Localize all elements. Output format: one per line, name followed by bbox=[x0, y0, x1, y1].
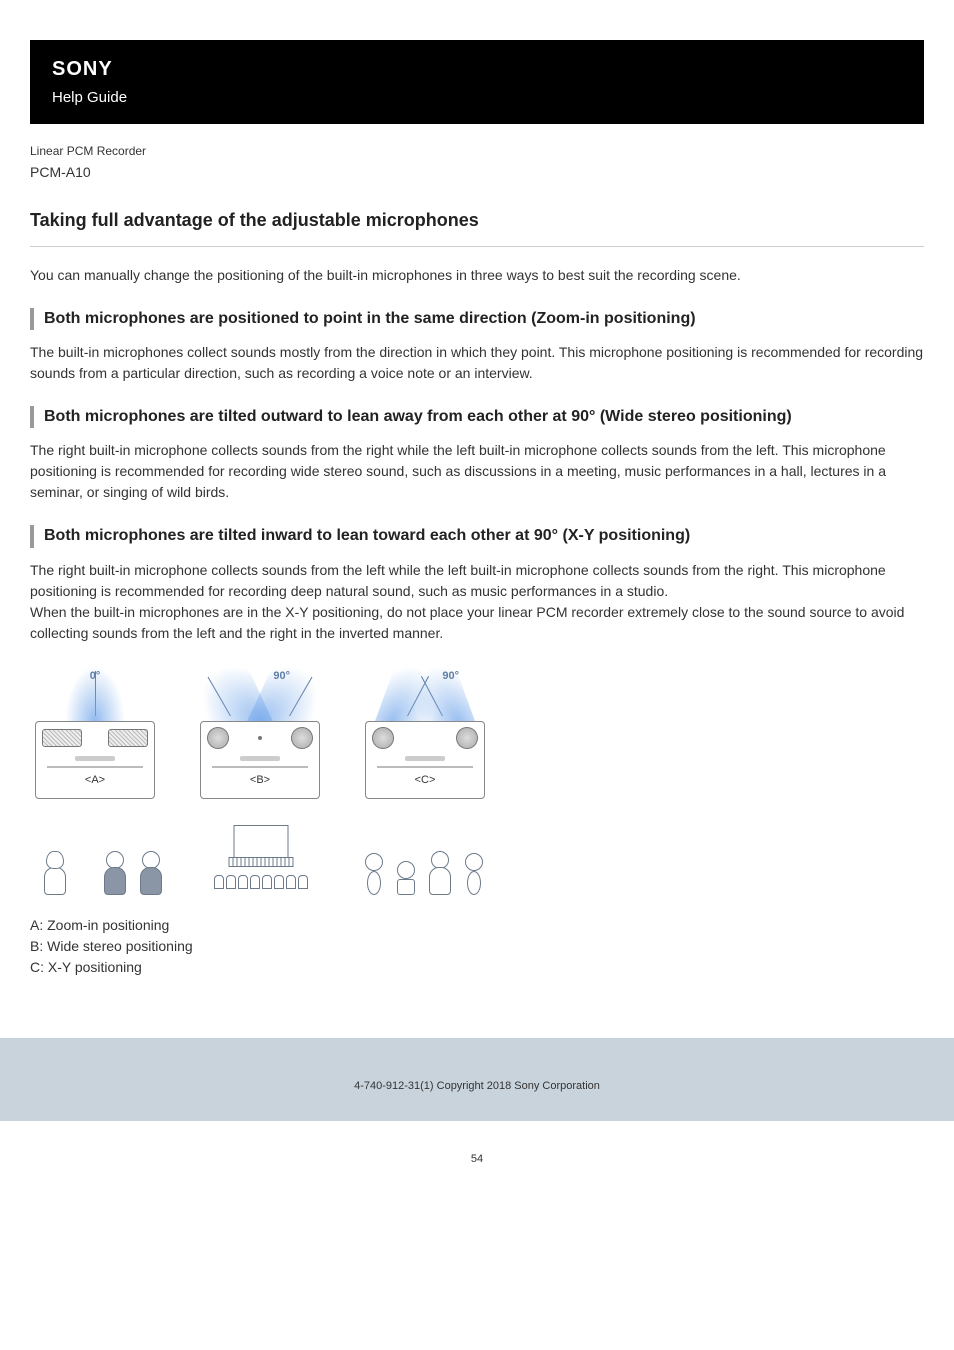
device-label-b: <B> bbox=[250, 772, 270, 789]
page-title: Taking full advantage of the adjustable … bbox=[30, 207, 924, 234]
mic-right-c bbox=[453, 724, 481, 752]
product-line: Linear PCM Recorder bbox=[30, 142, 924, 160]
section-body-wide: The right built-in microphone collects s… bbox=[30, 440, 924, 503]
section-body-xy: The right built-in microphone collects s… bbox=[30, 560, 924, 644]
legend-b: B: Wide stereo positioning bbox=[30, 936, 924, 957]
recorder-body-b: <B> bbox=[200, 721, 320, 800]
brand-logo: SONY bbox=[52, 54, 902, 84]
device-label-a: <A> bbox=[85, 772, 105, 789]
header-bar: SONY Help Guide bbox=[30, 40, 924, 124]
device-wide: 90° <B> bbox=[195, 666, 325, 800]
beam-zoom: 0° bbox=[35, 666, 155, 721]
scene-hall bbox=[193, 817, 328, 897]
help-guide-label: Help Guide bbox=[52, 87, 902, 110]
device-row: 0° <A> 90° bbox=[30, 666, 924, 800]
scene-interview bbox=[30, 817, 175, 897]
scene-band bbox=[346, 817, 501, 897]
mic-right-a bbox=[108, 729, 148, 747]
beam-wide: 90° bbox=[200, 666, 320, 721]
scene-row bbox=[30, 817, 924, 897]
device-label-c: <C> bbox=[415, 772, 436, 789]
section-heading-zoom: Both microphones are positioned to point… bbox=[30, 308, 924, 330]
diagram-area: 0° <A> 90° bbox=[30, 666, 924, 898]
page: SONY Help Guide Linear PCM Recorder PCM-… bbox=[0, 0, 954, 1038]
mic-left-b bbox=[204, 724, 232, 752]
intro-paragraph: You can manually change the positioning … bbox=[30, 265, 924, 286]
page-number: 54 bbox=[0, 1121, 954, 1178]
section-body-zoom: The built-in microphones collect sounds … bbox=[30, 342, 924, 384]
section-heading-xy: Both microphones are tilted inward to le… bbox=[30, 525, 924, 547]
device-xy: 90° <C> bbox=[360, 666, 490, 800]
recorder-body-a: <A> bbox=[35, 721, 155, 800]
title-rule bbox=[30, 246, 924, 247]
mic-left-a bbox=[42, 729, 82, 747]
legend: A: Zoom-in positioning B: Wide stereo po… bbox=[30, 915, 924, 978]
recorder-body-c: <C> bbox=[365, 721, 485, 800]
footer-bar bbox=[0, 1038, 954, 1058]
legend-a: A: Zoom-in positioning bbox=[30, 915, 924, 936]
section-heading-wide: Both microphones are tilted outward to l… bbox=[30, 406, 924, 428]
device-zoom: 0° <A> bbox=[30, 666, 160, 800]
footer-copyright: 4-740-912-31(1) Copyright 2018 Sony Corp… bbox=[0, 1058, 954, 1121]
product-model: PCM-A10 bbox=[30, 162, 924, 183]
legend-c: C: X-Y positioning bbox=[30, 957, 924, 978]
mic-left-c bbox=[369, 724, 397, 752]
mic-right-b bbox=[288, 724, 316, 752]
beam-xy: 90° bbox=[365, 666, 485, 721]
